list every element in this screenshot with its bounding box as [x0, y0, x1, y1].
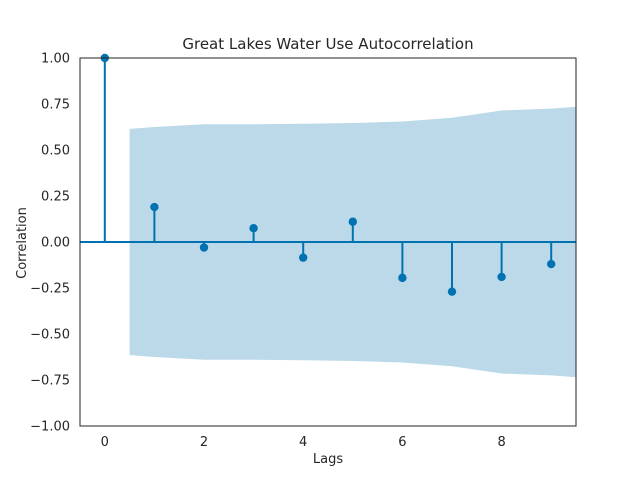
x-tick-layer: 0 2 4 6 8	[101, 435, 506, 450]
stem-marker-lag-6	[398, 273, 407, 283]
stem-marker-lag-2	[199, 243, 209, 252]
stem-marker-lag-5	[348, 217, 357, 226]
stem-marker-lag-8	[497, 272, 506, 282]
stem-marker-lag-3	[249, 224, 258, 233]
x-tick-label: 8	[497, 435, 505, 450]
stem-marker-lag-4	[299, 253, 308, 262]
y-tick-label: −1.00	[30, 420, 70, 435]
chart-title: Great Lakes Water Use Autocorrelation	[182, 35, 473, 53]
axes-frame-layer	[79, 57, 577, 427]
y-tick-label: 1.00	[41, 52, 70, 67]
y-tick-label: −0.25	[30, 282, 70, 297]
x-axis-label: Lags	[313, 452, 343, 467]
y-tick-label: −0.75	[30, 374, 70, 389]
stem-marker-lag-1	[150, 202, 159, 212]
y-tick-label: 0.50	[41, 144, 70, 159]
plot-frame	[79, 57, 577, 427]
y-tick-label: 0.00	[41, 236, 70, 251]
y-tick-layer: 1.00 0.75 0.50 0.25 0.00 −0.25 −0.50 −0.75 −1.00	[30, 52, 70, 435]
stem-layer	[100, 53, 556, 296]
stem-marker-lag-9	[547, 259, 556, 269]
y-tick-label: −0.50	[30, 328, 70, 343]
stem-marker-lag-7	[447, 287, 457, 296]
y-axis-label: Correlation	[15, 207, 30, 279]
x-tick-label: 6	[398, 435, 406, 450]
y-tick-label: 0.75	[41, 98, 70, 113]
x-tick-label: 4	[299, 435, 307, 450]
y-tick-label: 0.25	[41, 190, 70, 205]
x-tick-label: 2	[200, 435, 208, 450]
x-tick-label: 0	[101, 435, 109, 450]
